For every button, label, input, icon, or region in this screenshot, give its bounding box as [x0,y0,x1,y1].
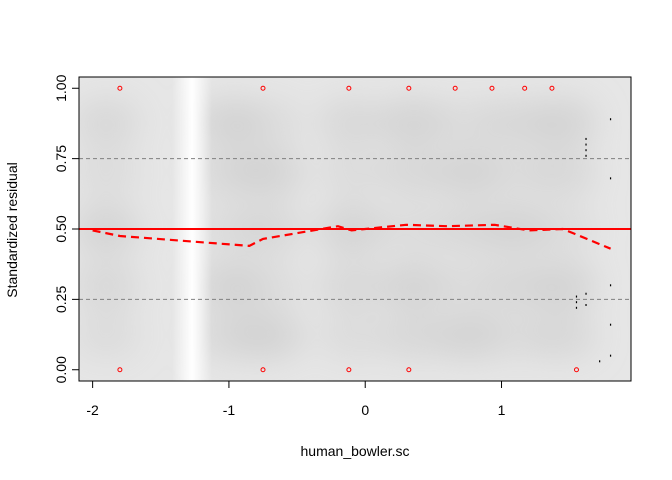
data-point-black [585,154,587,157]
data-point-red [260,85,266,91]
smoothed-curve [92,223,612,250]
density-blob [433,98,502,147]
data-point-black [585,292,587,295]
density-blob [317,261,386,310]
data-point-red [549,85,555,91]
data-point-red [117,85,123,91]
x-tick-label: -1 [223,402,236,418]
density-blob [235,148,304,197]
data-point-red [346,367,352,373]
density-blob [317,311,386,360]
density-blob [433,148,502,197]
density-blob [528,261,597,310]
density-blob [235,261,304,310]
density-blob [378,311,447,360]
data-point-black [585,137,587,140]
data-point-black [609,177,612,180]
density-blob [79,311,141,360]
data-point-red [346,85,352,91]
density-blob [317,148,386,197]
data-point-red [117,367,123,373]
x-axis: -2 -1 0 1 [86,380,506,418]
y-tick-label: 0.50 [53,215,69,242]
density-blob [481,311,550,360]
density-blob [433,311,502,360]
y-tick-label: 0.25 [53,286,69,313]
y-axis-title: Standardized residual [4,162,20,297]
residual-points-red [117,85,579,373]
y-tick-label: 1.00 [53,74,69,101]
density-blob [378,148,447,197]
density-blob [378,98,447,147]
x-tick-label: 1 [498,402,506,418]
y-axis: 0.00 0.25 0.50 0.75 1.00 [53,74,80,383]
residual-points-black [575,118,612,363]
density-blob [79,98,141,147]
density-blob [79,261,141,310]
smoothed-curve-line [92,223,612,250]
data-point-black [585,143,587,146]
y-tick-label: 0.75 [53,145,69,172]
x-tick-label: -2 [86,402,99,418]
data-point-black [609,354,612,357]
data-point-black [585,304,587,306]
x-axis-title: human_bowler.sc [301,443,410,459]
density-blob [317,98,386,147]
density-blob [235,311,304,360]
density-blob [79,148,141,197]
data-point-black [609,284,612,287]
density-blob [528,311,597,360]
data-point-black [609,323,612,326]
data-point-red [406,367,412,373]
density-blob [528,98,597,147]
data-point-black [575,301,578,304]
density-blob [481,98,550,147]
data-point-red [522,85,528,91]
x-tick-label: 0 [361,402,369,418]
data-point-black [585,149,587,152]
density-blob [481,148,550,197]
data-point-red [260,367,266,373]
y-tick-label: 0.00 [53,356,69,383]
data-point-red [573,367,579,373]
data-point-black [575,295,578,298]
density-blob [481,261,550,310]
density-blob [235,98,304,147]
density-blob [378,261,447,310]
density-blob [433,261,502,310]
density-blob [528,148,597,197]
data-point-red [489,85,495,91]
data-point-black [599,360,601,363]
data-point-red [406,85,412,91]
data-point-black [575,306,578,309]
data-point-black [609,118,612,121]
data-point-red [452,85,458,91]
